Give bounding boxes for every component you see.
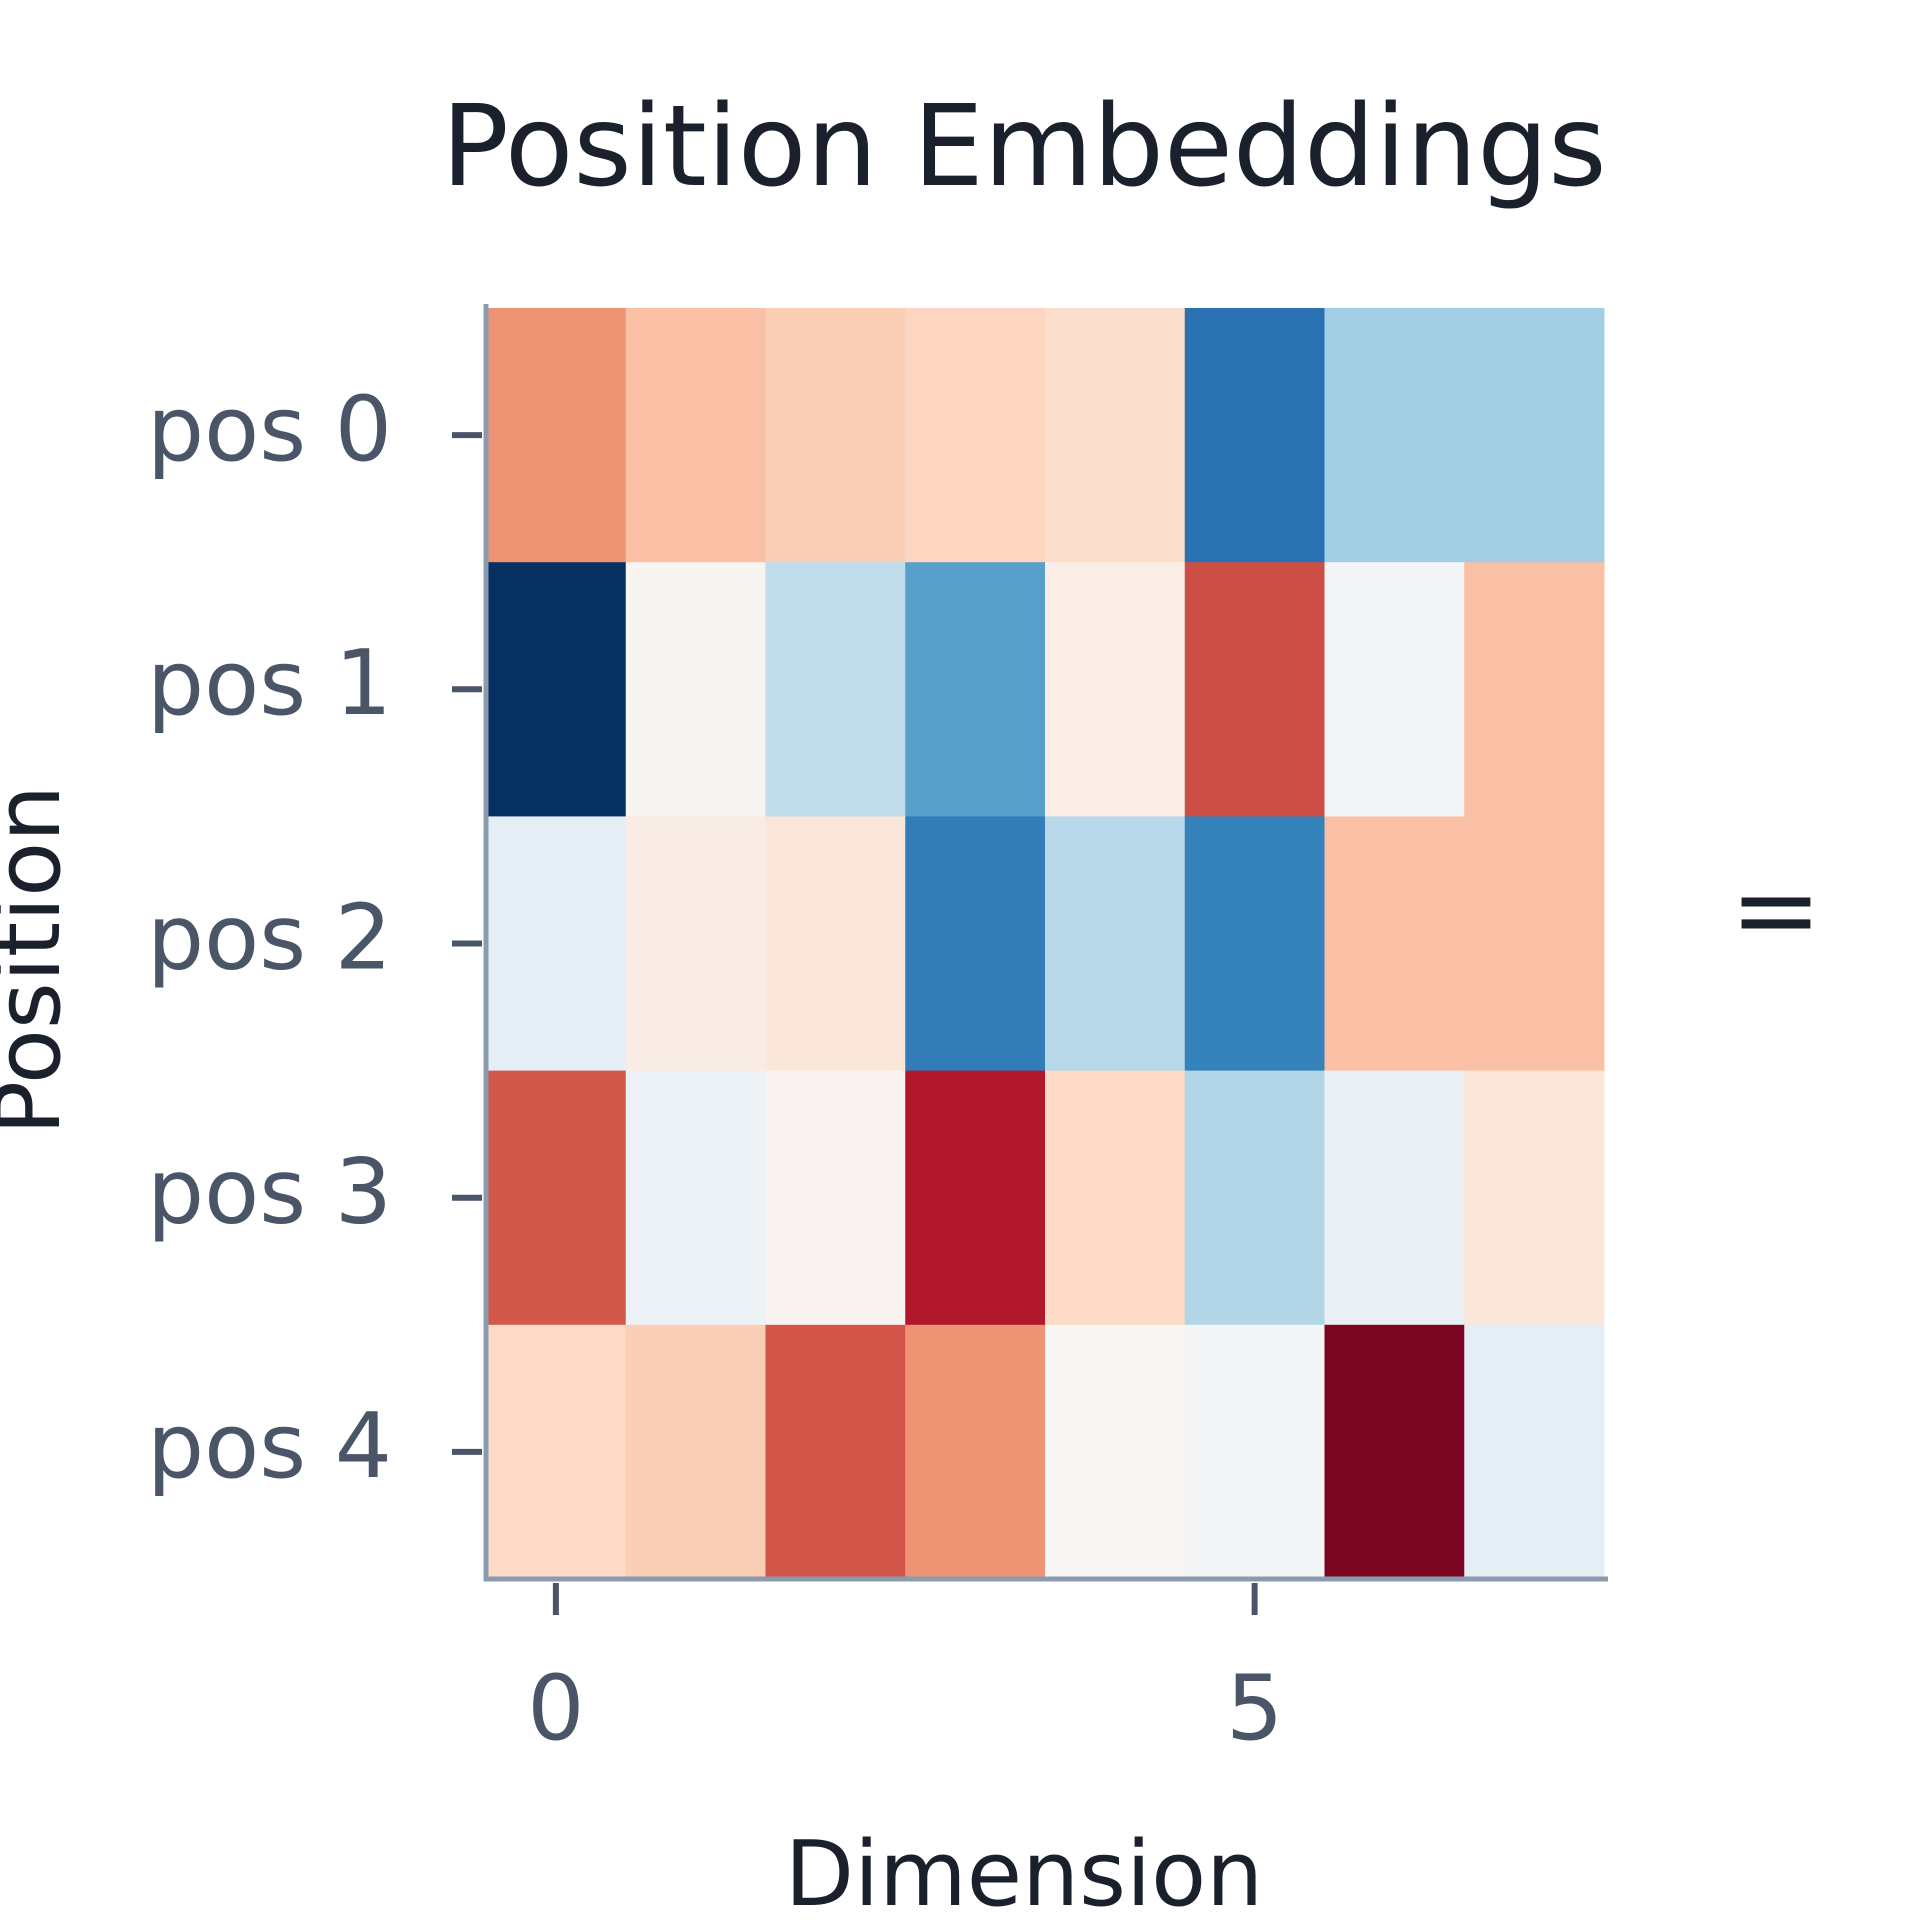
heatmap-cell [1464,816,1605,1072]
heatmap-cell [1045,1324,1186,1580]
heatmap-cell [1045,562,1186,817]
heatmap-cell [1184,562,1325,817]
heatmap-cell [1184,816,1325,1072]
x-axis-label: Dimension [785,1822,1263,1920]
y-axis-label: Position [0,785,81,1135]
heatmap-cell [625,816,766,1072]
heatmap-cell [905,1324,1046,1580]
x-tick-label: 0 [527,1656,584,1761]
heatmap-cell [486,562,627,817]
y-tick-label: pos 0 [147,377,392,482]
heatmap-cell [1464,562,1605,817]
chart-title: Position Embeddings [441,82,1606,212]
heatmap-cell [625,308,766,563]
x-tick-label: 5 [1226,1656,1283,1761]
heatmap-cell [1324,562,1465,817]
heatmap-cell [1184,308,1325,563]
heatmap-cell [1045,308,1186,563]
heatmap-cell [765,308,906,563]
heatmap-cell [1324,1324,1465,1580]
heatmap-cell [625,1070,766,1326]
y-tick-label: pos 1 [147,631,392,736]
heatmap-cell [765,816,906,1072]
heatmap-cell [625,562,766,817]
heatmap-cell [905,562,1046,817]
heatmap-cell [905,308,1046,563]
equals-sign: = [1730,845,1822,973]
heatmap-cell [765,1324,906,1580]
heatmap-cell [1324,308,1465,563]
heatmap-cell [1184,1070,1325,1326]
heatmap-cell [1324,1070,1465,1326]
heatmap-cell [1045,816,1186,1072]
heatmap-cell [1464,1070,1605,1326]
heatmap-cell [1184,1324,1325,1580]
heatmap-cell [765,1070,906,1326]
heatmap-cell [625,1324,766,1580]
heatmap-cell [1324,816,1465,1072]
heatmap-cell [486,1070,627,1326]
heatmap-cell [905,1070,1046,1326]
heatmap-cell [486,1324,627,1580]
heatmap-cell [486,816,627,1072]
heatmap-cell [486,308,627,563]
y-tick-label: pos 3 [147,1140,392,1245]
heatmap-cell [1464,308,1605,563]
y-tick-label: pos 4 [147,1394,392,1499]
heatmap-cell [765,562,906,817]
y-tick-label: pos 2 [147,885,392,990]
heatmap-cell [1464,1324,1605,1580]
heatmap-cell [1045,1070,1186,1326]
heatmap-cell [905,816,1046,1072]
